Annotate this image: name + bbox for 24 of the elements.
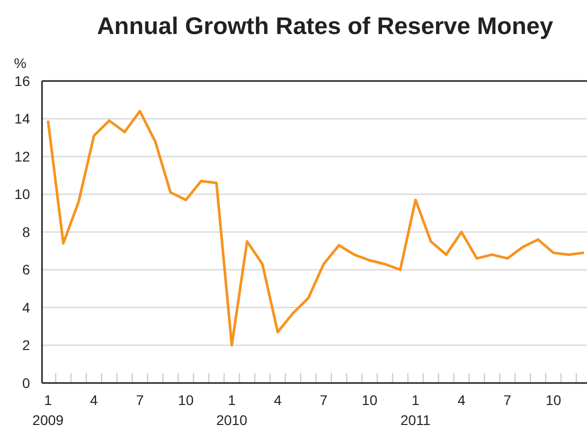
line-series xyxy=(46,110,586,347)
y-tick-label: 4 xyxy=(22,299,30,316)
y-tick-label: 8 xyxy=(22,224,30,240)
x-tick-label: 4 xyxy=(274,392,282,408)
x-tick-label: 7 xyxy=(320,392,328,408)
y-tick-label: 12 xyxy=(14,148,30,164)
y-tick-label: 0 xyxy=(22,374,30,391)
x-tick-label: 4 xyxy=(458,392,466,408)
y-tick-label: 2 xyxy=(22,337,30,354)
x-tick-label: 1 2009 xyxy=(32,392,64,428)
x-tick-label: 10 xyxy=(546,392,562,408)
x-tick-label: 4 xyxy=(90,392,98,408)
y-tick-label: 10 xyxy=(14,186,30,202)
x-tick-label: 7 xyxy=(504,392,512,408)
x-tick-label: 10 xyxy=(362,392,378,408)
x-tick-label: 1 2010 xyxy=(216,392,248,428)
x-tick-label: 1 2011 xyxy=(400,392,431,428)
y-tick-label: 16 xyxy=(14,72,30,89)
x-tick-label: 7 xyxy=(136,392,144,408)
y-tick-label: 6 xyxy=(22,262,30,278)
chart-title: Annual Growth Rates of Reserve Money xyxy=(96,13,554,40)
y-tick-label: 14 xyxy=(14,110,30,127)
y-axis-title: % xyxy=(14,55,26,71)
x-tick-label: 10 xyxy=(178,392,194,408)
